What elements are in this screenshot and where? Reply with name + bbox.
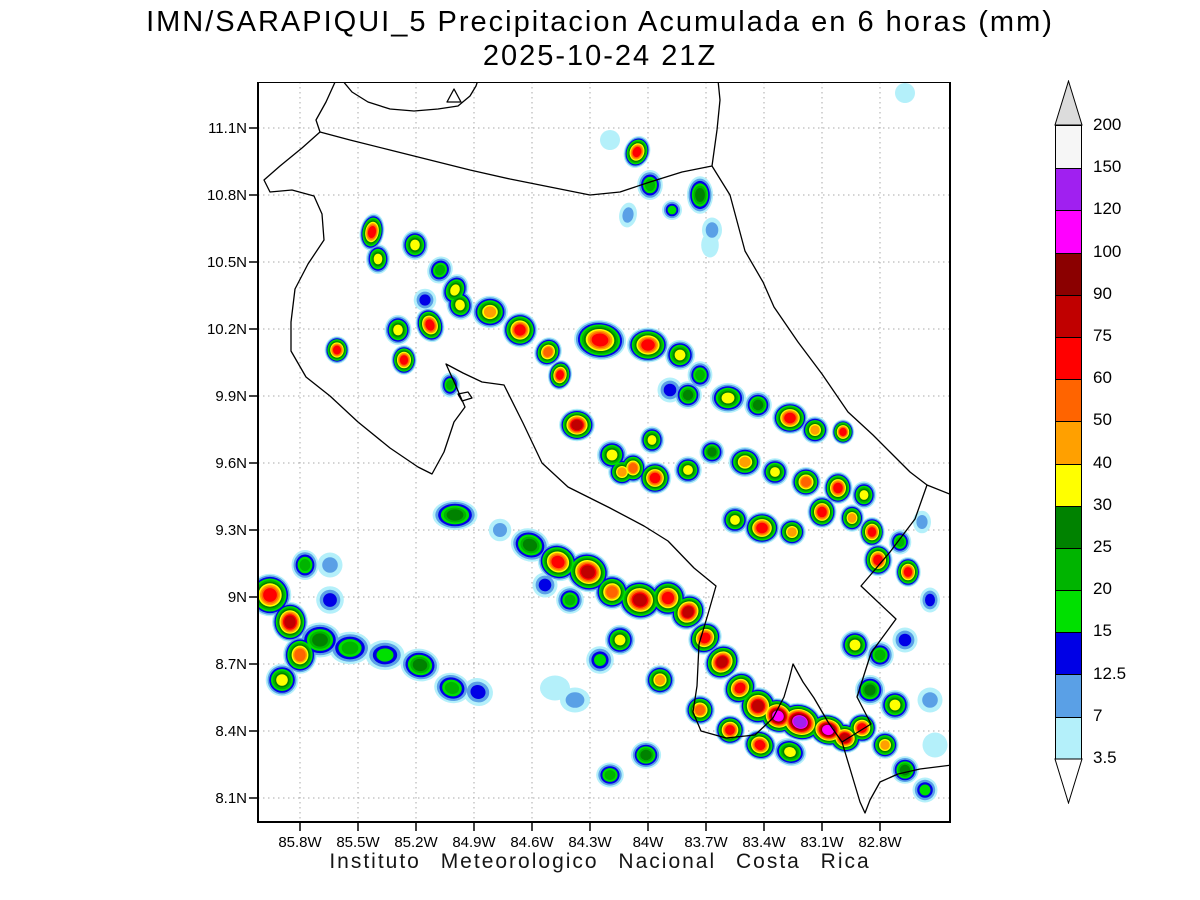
lat-tick-label: 9.3N xyxy=(215,522,247,539)
colorbar-segment xyxy=(1056,716,1081,759)
colorbar-segment xyxy=(1056,210,1081,253)
colorbar-arrow-up xyxy=(1054,80,1083,126)
colorbar-label: 15 xyxy=(1093,621,1112,641)
colorbar-segment xyxy=(1056,126,1081,169)
colorbar-label: 90 xyxy=(1093,283,1112,303)
axis-ticks xyxy=(249,127,881,831)
lat-tick-label: 8.7N xyxy=(215,656,247,673)
colorbar-segment xyxy=(1056,294,1081,337)
lat-tick-label: 9.9N xyxy=(215,388,247,405)
lat-tick-label: 10.5N xyxy=(206,254,247,271)
colorbar-segment xyxy=(1056,505,1081,548)
precipitation-field xyxy=(258,83,948,803)
colorbar-label: 75 xyxy=(1093,326,1112,345)
lon-tick-label: 85.2W xyxy=(394,834,438,851)
colorbar-label: 3.5 xyxy=(1093,748,1117,767)
colorbar-label: 150 xyxy=(1093,157,1122,177)
colorbar-segment xyxy=(1056,547,1081,591)
lon-tick-label: 83.4W xyxy=(742,834,786,851)
colorbar-label: 40 xyxy=(1093,452,1112,472)
colorbar-label: 20 xyxy=(1093,579,1112,599)
lon-tick-label: 85.8W xyxy=(278,834,322,851)
map-frame-border xyxy=(257,82,951,823)
colorbar-label: 200 xyxy=(1093,115,1122,134)
colorbar-segment xyxy=(1056,632,1081,675)
lon-tick-label: 84.6W xyxy=(510,834,554,851)
colorbar-segment xyxy=(1056,421,1081,464)
colorbar-segment xyxy=(1056,168,1081,211)
lat-tick-label: 9N xyxy=(227,589,247,606)
chart-title-line2: 2025-10-24 21Z xyxy=(482,40,718,72)
chart-title-line1: IMN/SARAPIQUI_5 Precipitacion Acumulada … xyxy=(146,6,1054,38)
lon-tick-label: 84W xyxy=(632,834,664,851)
lat-tick-label: 8.1N xyxy=(215,790,247,807)
lon-tick-label: 84.9W xyxy=(452,834,496,851)
lon-tick-label: 83.7W xyxy=(684,834,728,851)
colorbar-segments xyxy=(1055,125,1082,760)
lat-tick-label: 9.6N xyxy=(215,455,247,472)
lat-tick-label: 10.8N xyxy=(206,187,247,204)
colorbar-segment xyxy=(1056,463,1081,506)
colorbar-segment xyxy=(1056,674,1081,717)
colorbar-label: 7 xyxy=(1093,705,1103,725)
colorbar-label: 60 xyxy=(1093,368,1112,388)
colorbar-label: 120 xyxy=(1093,199,1122,219)
chart-title: IMN/SARAPIQUI_5 Precipitacion Acumulada … xyxy=(0,5,1200,73)
colorbar-label: 100 xyxy=(1093,241,1122,261)
lon-tick-label: 84.3W xyxy=(568,834,612,851)
colorbar-label: 50 xyxy=(1093,410,1112,430)
lat-tick-label: 11.1N xyxy=(208,120,247,137)
colorbar-segment xyxy=(1056,590,1081,633)
lon-tick-label: 82.8W xyxy=(858,834,902,851)
map-svg xyxy=(249,82,951,831)
footer-text: Instituto Meteorologico Nacional Costa R… xyxy=(329,850,871,873)
colorbar-segment xyxy=(1056,379,1081,422)
colorbar-arrow-down xyxy=(1054,758,1083,804)
coastline xyxy=(263,82,950,814)
colorbar-label: 12.5 xyxy=(1093,663,1127,683)
lon-tick-label: 85.5W xyxy=(336,834,380,851)
lon-tick-label: 83.1W xyxy=(800,834,844,851)
lat-tick-label: 8.4N xyxy=(215,723,247,740)
lat-tick-label: 10.2N xyxy=(206,321,247,338)
colorbar-segment xyxy=(1056,336,1081,380)
colorbar-segment xyxy=(1056,252,1081,295)
colorbar-label: 25 xyxy=(1093,537,1112,556)
colorbar-label: 30 xyxy=(1093,494,1112,514)
